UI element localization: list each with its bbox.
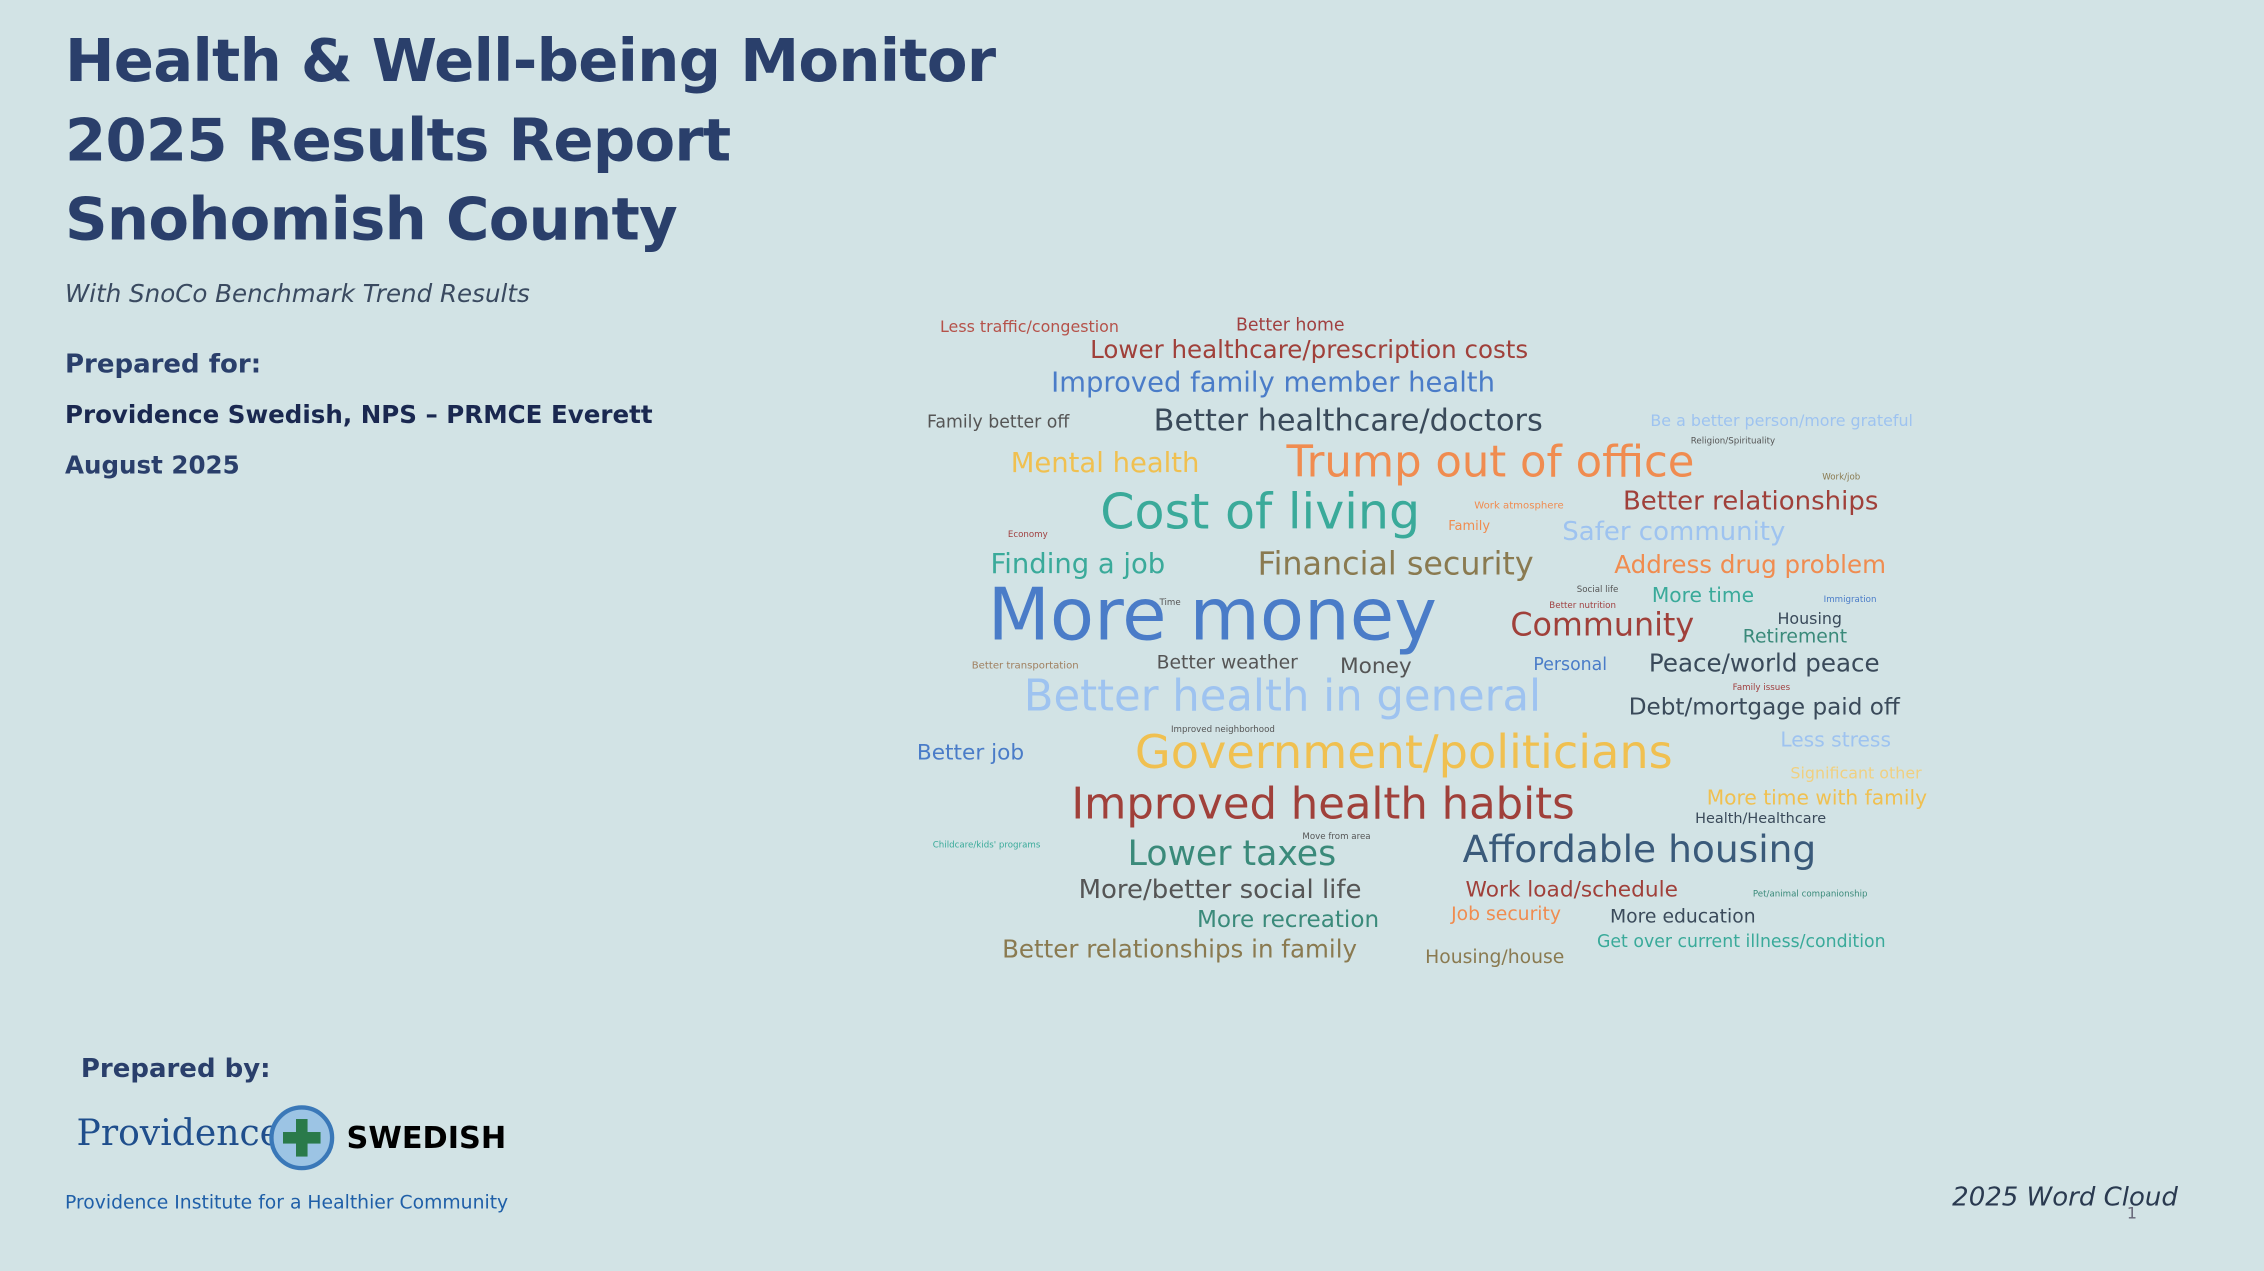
title-line: Health & Well-being Monitor: [64, 25, 996, 96]
word: Health/Healthcare: [1695, 810, 1827, 827]
word: More money: [987, 572, 1437, 657]
word: Childcare/kids' programs: [932, 839, 1041, 851]
prepared-by-label: Prepared by:: [80, 1054, 271, 1085]
word: Housing/house: [1425, 946, 1565, 969]
word: Family issues: [1732, 682, 1791, 693]
word: Lower healthcare/prescription costs: [1090, 335, 1529, 365]
logo-text: Providence: [76, 1111, 282, 1154]
word: Finding a job: [990, 548, 1166, 580]
word: Less stress: [1780, 729, 1891, 753]
word: Job security: [1451, 903, 1561, 926]
word: Work load/schedule: [1465, 876, 1678, 903]
word: Move from area: [1302, 831, 1371, 842]
word: Government/politicians: [1134, 725, 1673, 781]
word: Time: [1159, 597, 1181, 608]
logo-icon: [269, 1105, 335, 1171]
word: Get over current illness/condition: [1596, 931, 1886, 953]
word: Better job: [916, 738, 1025, 765]
word: Retirement: [1742, 626, 1848, 649]
word: Economy: [1007, 529, 1048, 540]
word: Work atmosphere: [1474, 499, 1564, 512]
word: Peace/world peace: [1648, 649, 1880, 679]
prepared-for-label: Prepared for:: [64, 349, 262, 380]
word: Better relationships: [1622, 486, 1879, 518]
logo-text: SWEDISH: [346, 1120, 507, 1156]
word: Address drug problem: [1614, 551, 1887, 580]
word: Work/job: [1822, 471, 1861, 482]
word: More education: [1609, 906, 1756, 929]
word: Money: [1339, 652, 1412, 679]
institute: Providence Institute for a Healthier Com…: [64, 1192, 509, 1215]
word: Family: [1448, 519, 1491, 535]
word: Trump out of office: [1286, 436, 1695, 488]
word: Safer community: [1562, 517, 1786, 548]
title-line: 2025 Results Report: [64, 105, 731, 175]
word: Social life: [1576, 584, 1619, 595]
word: Affordable housing: [1462, 828, 1817, 872]
word: Better home: [1235, 315, 1345, 336]
word: Mental health: [1010, 446, 1200, 479]
word: Lower taxes: [1127, 832, 1337, 874]
word: Pet/animal companionship: [1752, 888, 1868, 900]
word: Better relationships in family: [1002, 935, 1358, 965]
word: Community: [1510, 607, 1695, 644]
word: Financial security: [1257, 547, 1534, 584]
word: Immigration: [1823, 594, 1877, 605]
word: Be a better person/more grateful: [1650, 411, 1913, 431]
word: Better transportation: [971, 660, 1079, 672]
word: Improved health habits: [1071, 778, 1575, 830]
word: More/better social life: [1078, 875, 1362, 906]
word: Personal: [1533, 654, 1608, 675]
word: Improved family member health: [1051, 366, 1495, 398]
word: Better healthcare/doctors: [1153, 403, 1543, 439]
caption: 2025 Word Cloud: [1952, 1182, 2178, 1213]
word: Better nutrition: [1549, 600, 1616, 611]
word: More time: [1651, 585, 1755, 609]
subtitle: With SnoCo Benchmark Trend Results: [64, 280, 530, 309]
word: Family better off: [926, 412, 1070, 433]
date: August 2025: [64, 451, 240, 481]
word: Cost of living: [1100, 484, 1421, 542]
word: More recreation: [1196, 905, 1380, 934]
word: Housing: [1777, 609, 1843, 629]
page-number: 1: [2126, 1204, 2137, 1223]
word: Improved neighborhood: [1171, 724, 1275, 735]
word: Better health in general: [1023, 670, 1542, 722]
title-line: Snohomish County: [64, 184, 678, 255]
word: Significant other: [1790, 763, 1922, 783]
word: More time with family: [1706, 787, 1928, 811]
word: Debt/mortgage paid off: [1628, 693, 1900, 721]
client: Providence Swedish, NPS – PRMCE Everett: [64, 401, 653, 431]
word: Less traffic/congestion: [939, 317, 1119, 337]
word: Religion/Spirituality: [1690, 435, 1776, 446]
word: Better weather: [1156, 652, 1298, 675]
